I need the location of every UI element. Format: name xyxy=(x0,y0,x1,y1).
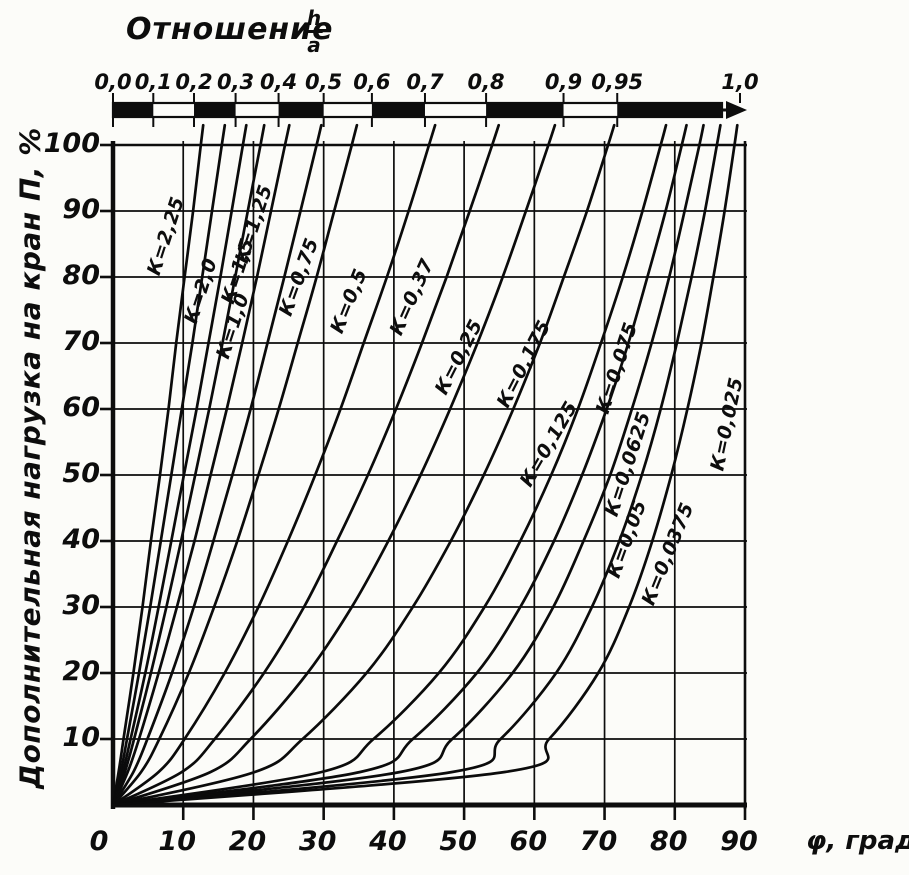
x-tick-label: 70 xyxy=(579,826,618,857)
top-scale-segment xyxy=(194,103,236,117)
top-scale-segment xyxy=(371,103,425,117)
y-tick-label: 60 xyxy=(62,392,100,423)
title-fraction: h a xyxy=(304,6,324,57)
top-scale-segment xyxy=(113,103,154,117)
y-tick-label: 20 xyxy=(62,656,100,687)
y-tick-label: 10 xyxy=(62,722,100,753)
curve-К=2,0 xyxy=(111,123,227,807)
x-tick-label: 10 xyxy=(158,826,196,857)
top-scale-tick-label: 0,4 xyxy=(259,70,298,94)
fraction-denominator: a xyxy=(307,33,321,57)
y-tick-label: 50 xyxy=(62,458,100,489)
top-scale-segment xyxy=(486,103,564,117)
page-title: Отношение xyxy=(126,12,334,47)
curve-К=0,25 xyxy=(111,123,501,807)
top-scale-tick-label: 0,1 xyxy=(134,70,172,94)
scale-arrow-icon xyxy=(726,101,747,119)
y-tick-label: 70 xyxy=(62,326,100,357)
top-scale-tick-label: 0,5 xyxy=(305,70,343,94)
x-tick-label: 50 xyxy=(439,826,477,857)
curve-К=0,5 xyxy=(111,123,359,807)
y-tick-label: 80 xyxy=(62,260,100,291)
top-scale-tick-label: 0,95 xyxy=(591,70,644,94)
x-tick-label: 40 xyxy=(369,826,407,857)
fraction-numerator: h xyxy=(306,6,322,30)
top-scale-tick-label: 1,0 xyxy=(721,70,759,94)
x-tick-label: 90 xyxy=(720,826,758,857)
top-scale-tick-label: 0,6 xyxy=(353,70,391,94)
curve-К=0,0625 xyxy=(111,123,688,807)
curve-К=1,5 xyxy=(111,123,248,807)
x-tick-label: 30 xyxy=(298,826,337,857)
curve-К=0,0375 xyxy=(111,123,722,807)
top-scale-tick-label: 0,2 xyxy=(175,70,213,94)
curve-К=1,25 xyxy=(111,123,266,807)
x-tick-label: 20 xyxy=(228,826,267,857)
x-tick-label: 60 xyxy=(509,826,548,857)
x-axis-label: φ, град. xyxy=(806,826,909,856)
top-scale-segment xyxy=(617,103,722,117)
curve-К=0,175 xyxy=(111,123,557,807)
top-scale-tick-label: 0,8 xyxy=(467,70,505,94)
top-scale-tick-label: 0,0 xyxy=(94,70,132,94)
curve-К=0,125 xyxy=(111,123,616,807)
x-tick-label: 80 xyxy=(649,826,688,857)
curve-К=0,05 xyxy=(111,123,705,807)
top-scale-segment xyxy=(278,103,324,117)
y-tick-label: 30 xyxy=(62,590,100,621)
curve-К=0,75 xyxy=(111,123,323,807)
curve-К=2,25 xyxy=(111,123,205,807)
top-scale-tick-label: 0,7 xyxy=(406,70,444,94)
top-scale-tick-label: 0,9 xyxy=(544,70,583,94)
curve-К=0,37 xyxy=(111,123,437,807)
y-tick-label: 40 xyxy=(62,524,100,555)
curve-К=0,075 xyxy=(111,123,668,807)
x-tick-label: 0 xyxy=(89,826,109,857)
y-tick-label: 100 xyxy=(43,128,100,159)
curve-К=0,025 xyxy=(111,123,739,807)
y-tick-label: 90 xyxy=(62,194,100,225)
curve-К=1,0 xyxy=(111,123,291,807)
top-scale-tick-label: 0,3 xyxy=(216,70,255,94)
